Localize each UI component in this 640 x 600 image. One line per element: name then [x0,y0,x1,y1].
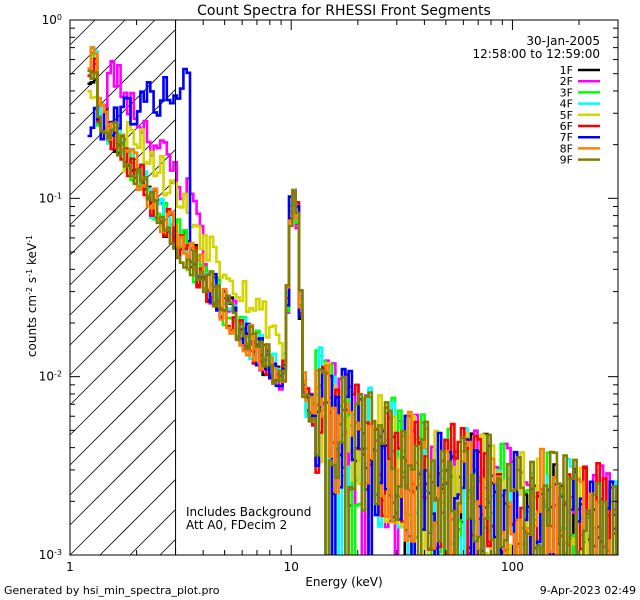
legend-date: 30-Jan-2005 [526,34,600,48]
hatch-line [69,59,176,166]
series-group [87,45,618,555]
hatch-line [69,329,176,436]
x-axis-label: Energy (keV) [305,575,382,589]
legend-label: 5F [560,109,573,122]
hatch-line [69,19,126,76]
hatch-line [69,299,176,406]
series-8F [87,46,618,555]
footer-timestamp: 9-Apr-2023 02:49 [540,584,636,597]
y-tick-label: 10-2 [39,369,62,384]
hatch-line [69,269,176,376]
hatch-line [129,509,176,556]
hatched-background-region [69,19,176,556]
hatch-line [69,149,176,256]
hatch-line [69,209,176,316]
y-tick-label: 10-3 [39,548,62,563]
y-tick-label: 10-1 [39,191,62,206]
legend-label: 2F [560,75,573,88]
annotation-attenuator: Att A0, FDecim 2 [186,518,287,532]
legend-label: 7F [560,131,573,144]
hatch-line [99,479,176,556]
legend-label: 1F [560,64,573,77]
legend-label: 8F [560,142,573,155]
hatch-line [69,419,176,526]
x-tick-label: 1 [66,560,74,574]
x-tick-label: 100 [501,560,524,574]
legend-label: 9F [560,154,573,167]
legend-label: 4F [560,98,573,111]
chart-title: Count Spectra for RHESSI Front Segments [197,3,491,19]
y-tick-label: 100 [42,13,62,28]
hatch-line [69,29,176,136]
series-9F [87,69,618,555]
hatch-line [69,389,176,496]
y-axis-ticks: 100 10-1 10-2 10-3 [39,13,618,563]
y-axis-label: counts cm-2 s-1 keV-1 [25,235,40,357]
hatch-line [69,19,96,46]
x-tick-label: 10 [284,560,299,574]
hatch-line [159,539,176,556]
legend-time-range: 12:58:00 to 12:59:00 [473,47,600,61]
legend-label: 6F [560,120,573,133]
hatch-line [69,239,176,346]
footer-generated-by: Generated by hsi_min_spectra_plot.pro [4,584,220,597]
x-axis-ticks: 1 10 100 [66,20,619,574]
plot-frame [69,19,619,556]
hatch-line [69,449,176,556]
hatch-line [69,359,176,466]
annotation-background: Includes Background [186,505,311,519]
legend-label: 3F [560,86,573,99]
